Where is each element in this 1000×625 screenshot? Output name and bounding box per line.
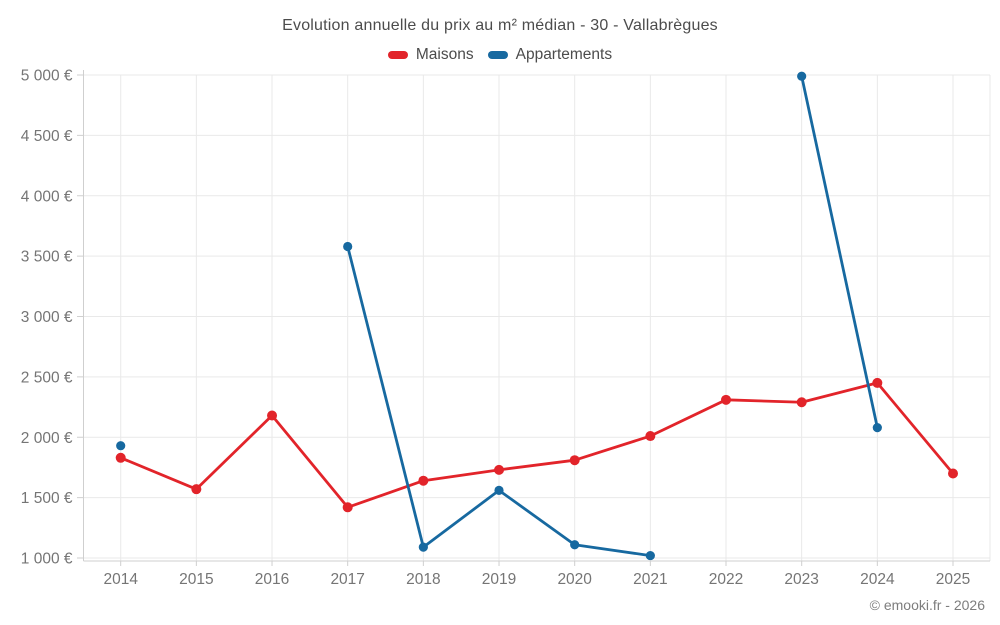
data-point — [418, 542, 428, 552]
data-point — [342, 502, 353, 513]
series-line — [119, 381, 955, 509]
legend-label-appartements: Appartements — [515, 46, 613, 63]
x-tick-label: 2020 — [557, 571, 592, 588]
appartements-series-swatch-icon — [487, 51, 508, 59]
x-tick-label: 2014 — [103, 571, 138, 588]
legend-label-maisons: Maisons — [415, 46, 474, 63]
data-point — [418, 475, 429, 486]
data-point — [570, 540, 580, 550]
x-tick-label: 2016 — [255, 571, 289, 588]
y-tick-label: 4 000 € — [21, 188, 73, 205]
axes — [83, 70, 990, 562]
x-tick-label: 2017 — [330, 571, 364, 588]
legend-item-appartements[interactable]: Appartements — [487, 46, 613, 64]
ticks: 1 000 € 1 500 € 2 000 € 2 500 € 3 000 € 3 500… — [21, 68, 970, 589]
data-point — [645, 431, 656, 442]
data-point — [115, 452, 126, 463]
y-tick-label: 2 500 € — [21, 369, 73, 386]
data-point — [872, 422, 882, 433]
series-line — [800, 74, 879, 429]
data-point — [267, 410, 278, 421]
data-point — [343, 241, 353, 252]
data-point — [796, 397, 807, 408]
y-tick-label: 5 000 € — [21, 68, 73, 85]
x-tick-label: 2019 — [482, 571, 516, 588]
gridlines — [83, 74, 991, 561]
x-tick-label: 2015 — [179, 571, 213, 588]
y-tick-label: 1 000 € — [21, 551, 73, 568]
maisons-series-swatch-icon — [387, 51, 408, 59]
data-point — [872, 377, 883, 388]
x-tick-label: 2022 — [709, 571, 743, 588]
y-tick-label: 1 500 € — [21, 490, 73, 507]
chart-title: Evolution annuelle du prix au m² médian … — [282, 17, 718, 34]
x-tick-label: 2025 — [936, 571, 970, 588]
x-tick-label: 2021 — [633, 571, 667, 588]
series-maisons — [115, 377, 958, 513]
data-point — [797, 71, 807, 81]
data-point — [191, 484, 202, 495]
chart-legend: Maisons Appartements — [0, 46, 1000, 64]
series-appartements — [116, 71, 882, 561]
x-tick-label: 2018 — [406, 571, 440, 588]
data-point — [569, 455, 580, 466]
data-point — [721, 394, 732, 405]
data-point — [494, 485, 504, 495]
y-tick-label: 3 500 € — [21, 249, 73, 266]
y-tick-label: 3 000 € — [21, 309, 73, 326]
data-point — [116, 441, 126, 451]
legend-item-maisons[interactable]: Maisons — [387, 46, 474, 64]
x-tick-label: 2024 — [860, 571, 895, 588]
x-tick-label: 2023 — [784, 571, 818, 588]
y-tick-label: 2 000 € — [21, 430, 73, 447]
data-point — [948, 468, 958, 479]
y-tick-label: 4 500 € — [21, 128, 73, 145]
data-point — [494, 464, 505, 475]
data-point — [645, 550, 655, 561]
footer-credit: © emooki.fr - 2026 — [869, 597, 985, 613]
